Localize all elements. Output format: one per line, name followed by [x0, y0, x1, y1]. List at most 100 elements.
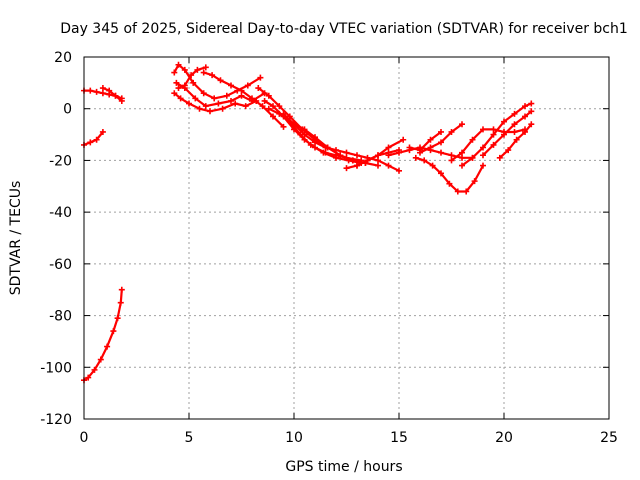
data-point-marker: [501, 118, 507, 125]
data-point-marker: [200, 90, 207, 97]
data-point-marker: [417, 149, 423, 156]
y-tick-label: -40: [49, 205, 72, 221]
data-point-marker: [448, 152, 455, 159]
data-point-marker: [190, 79, 197, 86]
data-point-marker: [421, 157, 428, 164]
data-point-marker: [175, 61, 182, 68]
data-point-marker: [242, 103, 249, 110]
x-axis-label: GPS time / hours: [285, 459, 402, 475]
data-point-marker: [522, 128, 528, 135]
y-tick-label: 20: [54, 50, 72, 66]
data-point-marker: [286, 113, 293, 120]
series-arc-2: [99, 85, 125, 104]
data-point-marker: [200, 69, 207, 76]
data-point-marker: [459, 121, 465, 128]
data-point-marker: [106, 87, 113, 94]
series-arc-4: [81, 286, 125, 384]
data-point-marker: [307, 141, 314, 148]
data-point-marker: [471, 178, 478, 185]
x-tick-label: 10: [285, 430, 303, 446]
data-point-marker: [480, 162, 486, 169]
data-point-marker: [459, 154, 465, 161]
series-line: [460, 102, 533, 167]
data-point-marker: [438, 128, 444, 135]
data-point-marker: [438, 170, 444, 177]
data-point-marker: [177, 95, 184, 102]
data-point-marker: [188, 72, 195, 79]
data-point-marker: [87, 87, 94, 94]
series-arc-8: [175, 64, 209, 92]
data-point-marker: [400, 136, 407, 143]
series-arc-20: [417, 121, 465, 156]
data-point-marker: [320, 149, 327, 156]
x-tick-label: 0: [80, 430, 89, 446]
data-point-marker: [324, 144, 331, 151]
data-point-marker: [463, 188, 470, 195]
data-point-marker: [211, 95, 218, 102]
data-point-marker: [429, 162, 436, 169]
y-tick-label: -20: [49, 153, 72, 169]
data-point-marker: [85, 374, 92, 381]
series-arc-7: [171, 90, 260, 115]
data-point-marker: [238, 92, 245, 99]
data-point-marker: [354, 152, 360, 159]
data-point-marker: [265, 92, 272, 99]
series-line: [82, 288, 123, 382]
data-point-marker: [112, 92, 119, 99]
data-point-marker: [99, 90, 106, 97]
data-point-marker: [343, 149, 350, 156]
data-point-marker: [385, 162, 392, 169]
series-line: [481, 110, 533, 157]
data-point-marker: [427, 144, 434, 151]
data-point-marker: [513, 136, 520, 143]
data-point-marker: [396, 149, 402, 156]
chart-title: Day 345 of 2025, Sidereal Day-to-day VTE…: [60, 21, 628, 37]
data-point-marker: [209, 72, 216, 79]
data-point-marker: [232, 100, 239, 107]
data-point-marker: [448, 128, 455, 135]
y-axis-label: SDTVAR / TECUs: [8, 181, 24, 296]
data-point-marker: [228, 97, 234, 104]
data-point-marker: [375, 157, 381, 164]
data-point-marker: [114, 315, 121, 322]
data-point-marker: [181, 66, 188, 73]
x-tick-label: 15: [390, 430, 408, 446]
data-point-marker: [261, 97, 268, 104]
data-point-marker: [192, 95, 199, 102]
data-point-marker: [505, 147, 512, 154]
data-point-marker: [438, 149, 444, 156]
data-point-marker: [244, 82, 251, 89]
data-point-marker: [99, 128, 106, 135]
data-point-marker: [286, 118, 293, 125]
data-point-marker: [459, 162, 465, 169]
data-point-marker: [511, 128, 518, 135]
data-point-marker: [337, 152, 344, 159]
series-line: [173, 63, 262, 100]
y-tick-label: 0: [63, 102, 72, 118]
data-point-marker: [528, 108, 535, 115]
data-point-marker: [228, 82, 234, 89]
y-tick-label: -100: [40, 360, 72, 376]
data-point-marker: [259, 103, 266, 110]
data-point-marker: [301, 126, 308, 133]
data-point-marker: [255, 85, 262, 92]
plot-frame: [83, 56, 610, 420]
data-point-marker: [202, 103, 209, 110]
data-point-marker: [501, 131, 507, 138]
y-tick-label: -60: [49, 257, 72, 273]
data-point-marker: [223, 92, 230, 99]
data-point-marker: [276, 110, 283, 117]
data-point-marker: [249, 95, 255, 102]
data-point-marker: [528, 121, 535, 128]
data-point-marker: [110, 328, 117, 335]
data-point-marker: [438, 139, 444, 146]
series-arc-3: [81, 128, 106, 148]
data-point-marker: [291, 121, 297, 128]
data-point-marker: [97, 356, 104, 363]
data-point-marker: [99, 85, 106, 92]
data-point-marker: [175, 85, 182, 92]
data-point-marker: [427, 136, 434, 143]
series-arc-16: [354, 136, 407, 169]
data-point-marker: [217, 77, 224, 84]
